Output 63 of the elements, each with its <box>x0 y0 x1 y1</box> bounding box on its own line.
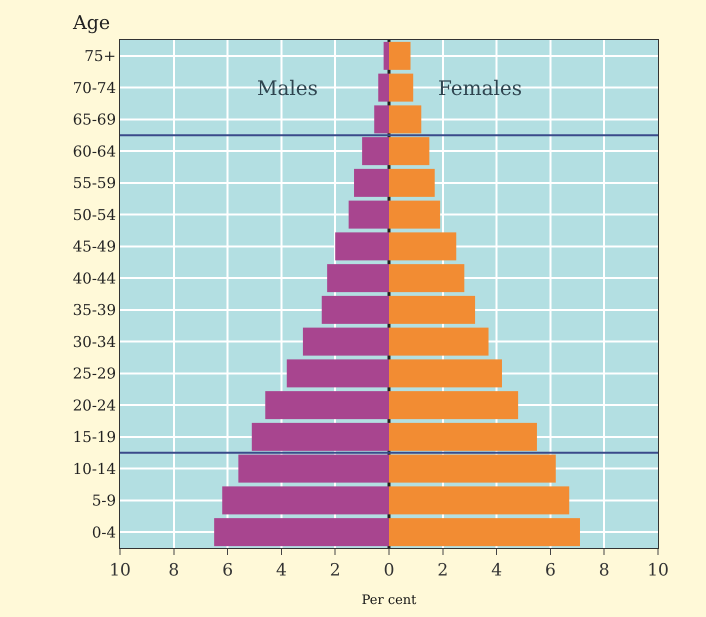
bar <box>252 422 389 451</box>
bar <box>389 296 476 324</box>
y-axis-title: Age <box>72 12 110 34</box>
y-tick-label: 25-29 <box>72 364 116 383</box>
bar <box>389 137 430 166</box>
bar <box>389 486 570 514</box>
bar <box>389 200 440 229</box>
bar <box>389 74 414 102</box>
y-tick-label: 75+ <box>84 47 116 66</box>
bar <box>389 42 411 70</box>
y-tick-label: 70-74 <box>72 78 116 97</box>
bar <box>354 168 389 197</box>
x-tick-label: 4 <box>491 560 502 580</box>
bar <box>327 264 389 292</box>
bar <box>389 264 464 292</box>
y-tick-label: 50-54 <box>72 206 116 224</box>
x-tick-label: 2 <box>437 560 448 580</box>
bar <box>362 137 389 166</box>
y-tick-label: 0-4 <box>92 523 116 542</box>
x-tick-label: 4 <box>276 560 287 580</box>
bar <box>214 518 389 546</box>
y-tick-label: 20-24 <box>72 396 116 414</box>
bar <box>238 454 389 483</box>
series-label: Females <box>438 76 522 100</box>
bar <box>389 328 489 356</box>
bar <box>302 328 389 356</box>
y-tick-label: 55-59 <box>72 174 116 192</box>
x-tick-label: 6 <box>222 560 234 580</box>
bar <box>222 486 389 514</box>
x-tick-label: 8 <box>168 560 180 580</box>
y-tick-label: 45-49 <box>72 238 116 256</box>
bar <box>389 391 518 420</box>
bar <box>335 232 389 260</box>
bar <box>286 359 389 388</box>
text: Males <box>257 76 318 100</box>
x-tick-label: 10 <box>109 560 131 580</box>
y-tick-label: 35-39 <box>72 301 116 320</box>
y-tick-label: 65-69 <box>72 110 116 129</box>
x-tick-label: 0 <box>384 560 394 580</box>
bar <box>389 168 435 197</box>
y-tick-label: 5-9 <box>92 492 116 510</box>
y-tick-label: 10-14 <box>72 460 116 478</box>
bar <box>389 359 502 388</box>
x-tick-label: 6 <box>544 560 556 580</box>
bar <box>374 105 389 134</box>
bar <box>265 391 389 420</box>
x-tick-label: 2 <box>330 560 341 580</box>
y-tick-label: 30-34 <box>72 332 116 351</box>
bar <box>348 200 389 229</box>
y-tick-label: 60-64 <box>72 142 116 160</box>
bar <box>389 105 422 134</box>
bar <box>389 232 456 260</box>
bar <box>389 518 580 546</box>
bar <box>322 296 389 324</box>
x-tick-label: 10 <box>647 560 669 580</box>
y-tick-label: 15-19 <box>72 428 116 446</box>
bar <box>384 42 389 70</box>
bar <box>389 454 556 483</box>
bar <box>378 74 389 102</box>
x-tick-label: 8 <box>598 560 610 580</box>
y-tick-label: 40-44 <box>72 269 116 288</box>
bar <box>389 422 537 451</box>
x-axis-title: Per cent <box>362 593 418 608</box>
